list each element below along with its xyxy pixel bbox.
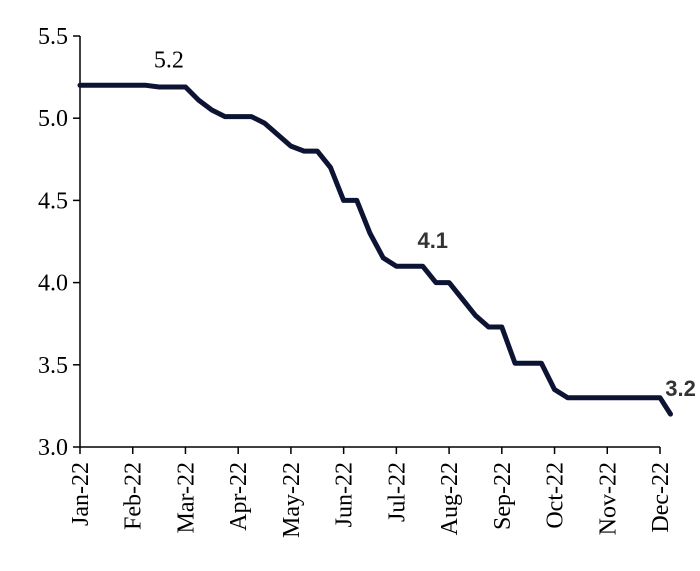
x-tick-label: Jun-22: [332, 462, 358, 527]
x-tick-group: Jan-22 Feb-22 Mar-22 Apr-22 May-22 Jun-22 Jul-…: [68, 447, 674, 538]
y-tick-group: 3.0 3.5 4.0 4.5 5.0 5.5: [38, 24, 80, 461]
data-label: 4.1: [417, 228, 448, 253]
x-tick-label: Mar-22: [173, 462, 199, 534]
y-tick-label: 3.0: [38, 435, 68, 461]
x-tick-label: Oct-22: [543, 462, 569, 529]
y-tick-label: 5.0: [38, 106, 68, 132]
x-tick-label: Feb-22: [121, 462, 147, 530]
data-label: 3.2: [665, 376, 696, 401]
data-label: 5.2: [154, 47, 184, 73]
y-tick-label: 4.0: [38, 271, 68, 297]
data-labels: 5.2 4.1 3.2: [154, 47, 696, 401]
x-tick-label: Apr-22: [226, 462, 252, 531]
series-line: [77, 82, 673, 417]
y-tick-label: 4.5: [38, 188, 68, 214]
x-tick-label: May-22: [279, 462, 305, 538]
x-tick-label: Sep-22: [490, 462, 516, 530]
y-tick-label: 3.5: [38, 353, 68, 379]
x-tick-label: Dec-22: [648, 462, 674, 533]
y-tick-label: 5.5: [38, 24, 68, 50]
x-tick-label: Jan-22: [68, 462, 94, 526]
x-tick-label: Nov-22: [595, 462, 621, 535]
x-tick-label: Jul-22: [384, 462, 410, 522]
x-tick-label: Aug-22: [437, 462, 463, 535]
